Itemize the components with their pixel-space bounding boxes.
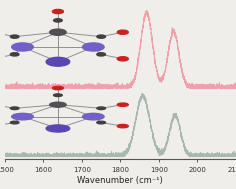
Circle shape	[50, 102, 66, 107]
Circle shape	[97, 121, 105, 124]
Circle shape	[12, 43, 33, 51]
Circle shape	[54, 94, 62, 97]
Circle shape	[97, 107, 105, 110]
Circle shape	[12, 113, 33, 120]
Circle shape	[54, 19, 62, 22]
Circle shape	[10, 107, 19, 110]
Circle shape	[46, 125, 70, 132]
Circle shape	[117, 103, 128, 106]
Circle shape	[10, 35, 19, 38]
Circle shape	[117, 124, 128, 128]
Circle shape	[52, 9, 63, 14]
Circle shape	[117, 30, 128, 34]
Circle shape	[50, 29, 66, 35]
Circle shape	[97, 35, 105, 38]
Circle shape	[117, 57, 128, 61]
Circle shape	[83, 113, 104, 120]
Circle shape	[52, 86, 63, 90]
Circle shape	[83, 43, 104, 51]
Circle shape	[46, 57, 70, 66]
X-axis label: Wavenumber (cm⁻¹): Wavenumber (cm⁻¹)	[77, 176, 163, 185]
Circle shape	[10, 121, 19, 124]
Circle shape	[10, 53, 19, 56]
Circle shape	[97, 53, 105, 56]
